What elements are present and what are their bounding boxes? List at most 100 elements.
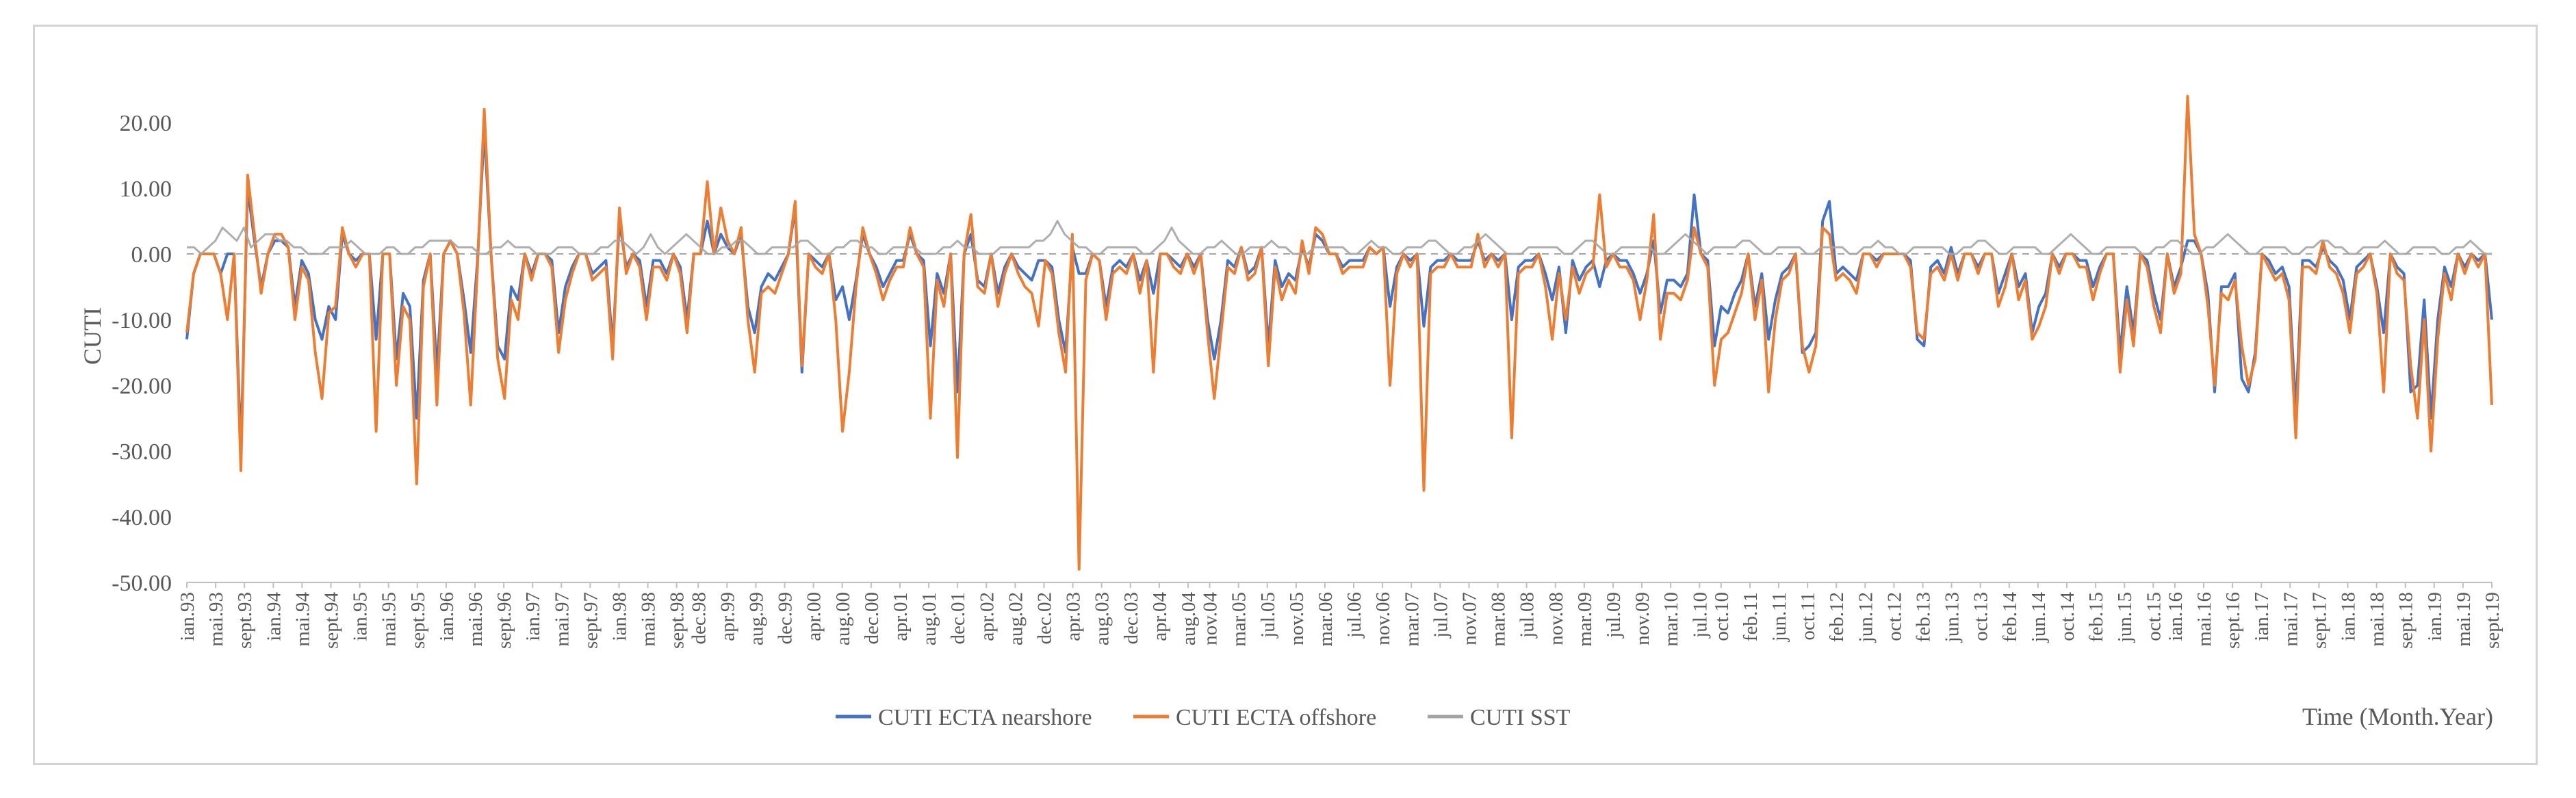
- legend-label: CUTI SST: [1470, 705, 1571, 730]
- x-tick-label: feb.15: [2085, 592, 2107, 642]
- y-tick-label: 20.00: [120, 111, 172, 136]
- legend-label: CUTI ECTA offshore: [1176, 705, 1376, 730]
- x-tick-label: ian.95: [350, 592, 372, 641]
- x-tick-label: nov.07: [1458, 592, 1480, 645]
- x-tick-label: jun.14: [2028, 592, 2050, 643]
- x-tick-label: sept.18: [2395, 592, 2417, 649]
- x-tick-label: dec.99: [775, 592, 797, 645]
- x-tick-label: jul.05: [1257, 592, 1279, 639]
- x-tick-label: oct.14: [2057, 592, 2078, 641]
- x-tick-label: dec.00: [861, 592, 883, 645]
- x-tick-label: sept.95: [407, 592, 429, 649]
- x-tick-label: oct.11: [1797, 592, 1819, 641]
- x-tick-label: jun.11: [1768, 592, 1790, 642]
- x-tick-label: sept.17: [2308, 592, 2330, 649]
- x-tick-label: sept.97: [580, 592, 602, 649]
- x-tick-label: dec.03: [1120, 592, 1142, 645]
- x-tick-label: apr.99: [717, 592, 738, 641]
- y-tick-label: 0.00: [131, 242, 172, 268]
- x-tick-label: mai.93: [205, 592, 227, 647]
- x-tick-label: feb.14: [1999, 592, 2021, 643]
- y-tick-label: 10.00: [120, 177, 172, 202]
- x-tick-label: jul.06: [1343, 592, 1365, 639]
- y-tick-label: -20.00: [112, 374, 172, 399]
- x-tick-label: mar.10: [1660, 592, 1682, 647]
- x-tick-label: aug.01: [918, 592, 940, 645]
- x-tick-label: oct.15: [2143, 592, 2165, 641]
- x-tick-label: mar.05: [1228, 592, 1250, 647]
- x-tick-label: jul.10: [1689, 592, 1711, 639]
- x-tick-label: ian.93: [177, 592, 198, 641]
- x-tick-label: aug.02: [1005, 592, 1027, 645]
- x-tick-label: mar.09: [1574, 592, 1596, 647]
- x-tick-label: ian.17: [2251, 592, 2273, 641]
- x-axis-title: Time (Month.Year): [2302, 703, 2493, 730]
- x-tick-label: nov.04: [1200, 592, 1222, 645]
- x-tick-label: aug.00: [832, 592, 854, 645]
- x-tick-label: ian.19: [2424, 592, 2446, 641]
- x-tick-label: ian.94: [263, 592, 285, 641]
- x-tick-label: nov.05: [1286, 592, 1308, 645]
- x-tick-label: mai.16: [2193, 592, 2215, 647]
- x-tick-label: mar.07: [1401, 592, 1423, 647]
- x-tick-label: oct.13: [1970, 592, 1992, 641]
- x-tick-label: mai.95: [378, 592, 400, 647]
- x-tick-label: feb.11: [1740, 592, 1762, 641]
- x-tick-label: mai.18: [2367, 592, 2388, 647]
- cuti-line-chart: 20.00 10.00 0.00 -10.00 -20.00 -30.00 -40.00 -5…: [79, 94, 2503, 730]
- x-tick-label: sept.93: [234, 592, 256, 649]
- x-tick-label: aug.03: [1092, 592, 1113, 645]
- x-tick-label: oct.12: [1883, 592, 1905, 641]
- x-tick-label: apr.02: [976, 592, 998, 641]
- x-tick-label: ian.98: [609, 592, 631, 641]
- legend-label: CUTI ECTA nearshore: [878, 705, 1092, 730]
- y-tick-label: -50.00: [112, 571, 172, 596]
- x-tick-label: jul.07: [1430, 592, 1452, 639]
- x-tick-label: apr.01: [890, 592, 912, 641]
- x-tick-label: jun.13: [1942, 592, 1963, 643]
- chart-frame: 20.00 10.00 0.00 -10.00 -20.00 -30.00 -40.00 -5…: [33, 25, 2538, 765]
- x-tick-label: dec.02: [1033, 592, 1055, 645]
- x-tick-label: dec.01: [947, 592, 969, 645]
- x-tick-label: mar.06: [1315, 592, 1337, 647]
- y-axis-title: CUTI: [79, 307, 106, 365]
- y-tick-label: -10.00: [112, 308, 172, 333]
- x-tick-label: jun.12: [1855, 592, 1877, 643]
- x-tick-label: mai.96: [465, 592, 487, 647]
- x-tick-label: sept.98: [667, 592, 688, 649]
- x-tick-label: apr.04: [1149, 592, 1171, 641]
- series-line-cuti-ecta-nearshore: [185, 127, 2493, 452]
- x-tick-label: feb.13: [1913, 592, 1935, 642]
- x-tick-label: nov.08: [1545, 592, 1567, 645]
- x-tick-label: sept.94: [321, 592, 343, 649]
- x-tick-label: mai.98: [638, 592, 660, 647]
- x-tick-label: mai.17: [2280, 592, 2302, 647]
- x-tick-label: ian.97: [522, 592, 544, 641]
- x-tick-label: aug.99: [745, 592, 767, 645]
- series-line-cuti-ecta-offshore: [185, 94, 2493, 571]
- y-tick-label: -30.00: [112, 439, 172, 465]
- x-tick-label: ian.16: [2165, 592, 2187, 641]
- x-tick-label: mai.19: [2453, 592, 2475, 647]
- x-tick-label: aug.04: [1178, 592, 1200, 646]
- x-tick-label: mai.94: [292, 592, 313, 647]
- x-tick-label: jul.09: [1603, 592, 1625, 639]
- x-tick-label: nov.09: [1632, 592, 1653, 645]
- x-tick-label: ian.18: [2338, 592, 2360, 641]
- x-tick-label: dec.98: [688, 592, 710, 645]
- x-tick-label: jun.15: [2114, 592, 2136, 643]
- x-tick-label: mai.97: [551, 592, 573, 647]
- x-tick-label: nov.06: [1372, 592, 1394, 645]
- x-tick-label: oct.10: [1711, 592, 1733, 641]
- x-tick-label: sept.96: [493, 592, 515, 649]
- x-tick-label: feb.12: [1826, 592, 1848, 642]
- x-tick-label: jul.08: [1517, 592, 1538, 639]
- x-tick-label: sept.19: [2482, 592, 2503, 649]
- series-line-cuti-sst: [187, 220, 2492, 255]
- x-tick-label: sept.16: [2222, 592, 2244, 649]
- x-tick-label: ian.96: [436, 592, 458, 641]
- x-tick-label: apr.00: [803, 592, 825, 641]
- y-tick-label: -40.00: [112, 505, 172, 530]
- x-tick-label: mar.08: [1488, 592, 1510, 647]
- x-tick-label: apr.03: [1063, 592, 1085, 641]
